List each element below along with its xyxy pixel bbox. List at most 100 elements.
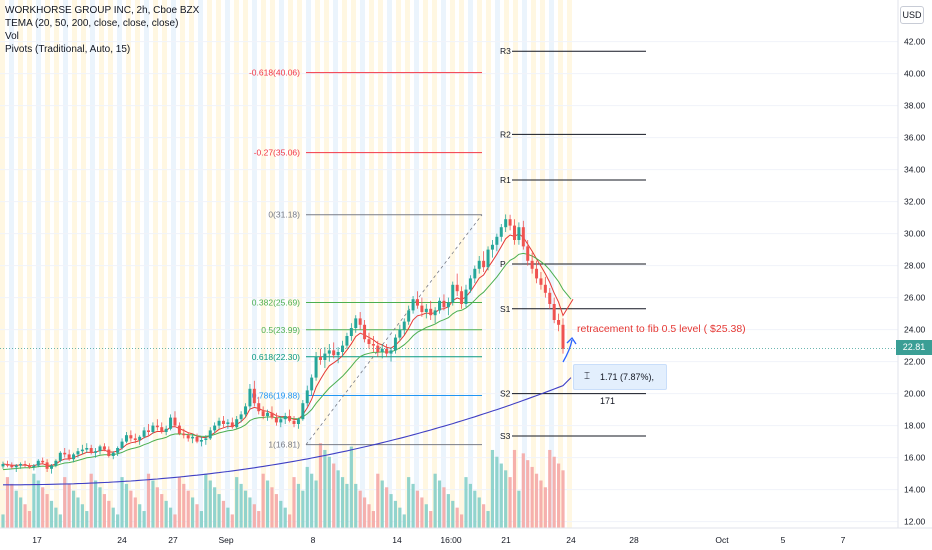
candle-body: [332, 350, 336, 356]
volume-bar: [402, 514, 406, 528]
candle-body: [1, 464, 5, 467]
candle-body: [354, 318, 358, 328]
chart-legend: WORKHORSE GROUP INC, 2h, Cboe BZX TEMA (…: [5, 4, 199, 56]
session-stripe: [450, 0, 455, 528]
candle-body: [504, 219, 508, 228]
indicator-volume[interactable]: Vol: [5, 31, 19, 42]
candle-body: [261, 411, 265, 416]
candle-body: [543, 284, 547, 293]
candle-body: [482, 260, 486, 268]
session-stripe: [90, 0, 95, 528]
volume-bar: [327, 456, 331, 528]
last-price-tag: 22.81: [896, 340, 932, 355]
session-stripe: [243, 0, 248, 528]
candle-body: [98, 446, 102, 452]
candle-body: [230, 422, 234, 428]
price-tick-label: 42.00: [904, 37, 926, 47]
session-stripe: [81, 0, 86, 528]
volume-bar: [138, 504, 142, 528]
price-gridlines: [0, 41, 898, 523]
candle-body: [32, 465, 36, 468]
candle-body: [327, 350, 331, 354]
volume-bar: [310, 473, 314, 528]
fib-trendline: [305, 214, 483, 445]
candle-body: [85, 448, 89, 450]
session-stripe: [171, 0, 176, 528]
candle-body: [221, 420, 225, 424]
price-range-measure[interactable]: ⌶ 1.71 (7.87%), 171: [573, 364, 667, 406]
currency-button[interactable]: USD: [900, 6, 924, 24]
volume-bar: [221, 500, 226, 528]
symbol-title[interactable]: WORKHORSE GROUP INC, 2h, Cboe BZX: [5, 5, 200, 16]
volume-bar: [5, 477, 10, 528]
volume-bar: [283, 507, 287, 528]
volume-bar: [129, 490, 133, 528]
candle-body: [552, 304, 556, 320]
candle-body: [415, 299, 419, 306]
candle-body: [239, 414, 243, 420]
retracement-annotation[interactable]: retracement to fib 0.5 level ( $25.38): [577, 323, 746, 335]
candle-body: [535, 268, 539, 279]
volume-bar: [182, 483, 186, 528]
candle-body: [151, 425, 155, 432]
session-stripe: [18, 0, 23, 528]
volume-bar: [226, 507, 230, 528]
volume-bar: [530, 466, 534, 528]
session-stripe: [432, 0, 437, 528]
candle-body: [288, 416, 292, 421]
candle-body: [191, 436, 195, 439]
session-stripe: [369, 0, 374, 528]
range-icon: ⌶: [584, 371, 590, 382]
volume-bar: [142, 511, 146, 528]
volume-bar: [534, 473, 539, 528]
volume-bar: [71, 490, 76, 528]
fibonacci-retracement[interactable]: -0.618(40.06) -0.27(35.06) 0(31.18) 0.382(2…: [249, 68, 483, 450]
session-stripe: [270, 0, 275, 528]
volume-bar: [349, 446, 353, 528]
session-stripe: [342, 0, 347, 528]
pivot-label: S2: [500, 389, 511, 399]
candle-body: [217, 420, 221, 426]
volume-bar: [473, 490, 477, 528]
candle-body: [58, 452, 62, 461]
candle-body: [252, 388, 256, 404]
volume-bar: [243, 490, 248, 528]
price-tick-label: 38.00: [904, 101, 926, 111]
price-axis[interactable]: 12.00 14.00 16.00 18.00 20.00 22.00 24.00 26.00…: [897, 0, 926, 528]
volume-bar: [124, 483, 129, 528]
volume-bar: [548, 449, 552, 528]
candle-body: [102, 446, 106, 450]
candle-body: [248, 388, 252, 407]
session-stripe: [99, 0, 104, 528]
session-stripe: [54, 0, 59, 528]
indicator-pivots[interactable]: Pivots (Traditional, Auto, 15): [5, 44, 131, 55]
fib-level-label: 1(16.81): [268, 440, 300, 450]
volume-bar: [526, 460, 530, 528]
volume-bar: [252, 504, 256, 528]
volume-bar: [160, 494, 164, 528]
candle-body: [274, 417, 278, 423]
volume-bar: [80, 504, 84, 528]
volume-bar: [437, 480, 442, 528]
session-stripe: [495, 0, 500, 528]
volume-bar: [133, 497, 137, 528]
price-tick-label: 22.00: [904, 357, 926, 367]
indicator-tema[interactable]: TEMA (20, 50, 200, close, close, close): [5, 18, 179, 29]
volume-bar: [248, 497, 252, 528]
volume-bar: [424, 504, 428, 528]
volume-bar: [495, 456, 499, 528]
session-stripe: [459, 0, 464, 528]
retracement-arrow-head: [566, 336, 577, 345]
volume-bar: [186, 490, 190, 528]
candle-body: [72, 454, 76, 460]
time-axis[interactable]: 17 24 27 Sep 8 14 16:00 21 24 28 Oct 5 7: [0, 527, 932, 545]
volume-bar: [398, 507, 402, 528]
session-stripe: [378, 0, 383, 528]
volume-bar: [512, 449, 517, 528]
candle-body: [5, 464, 9, 466]
drawing-tools[interactable]: [0, 336, 898, 363]
candle-body: [283, 416, 287, 420]
volume-bar: [292, 477, 296, 528]
candle-body: [539, 278, 543, 285]
